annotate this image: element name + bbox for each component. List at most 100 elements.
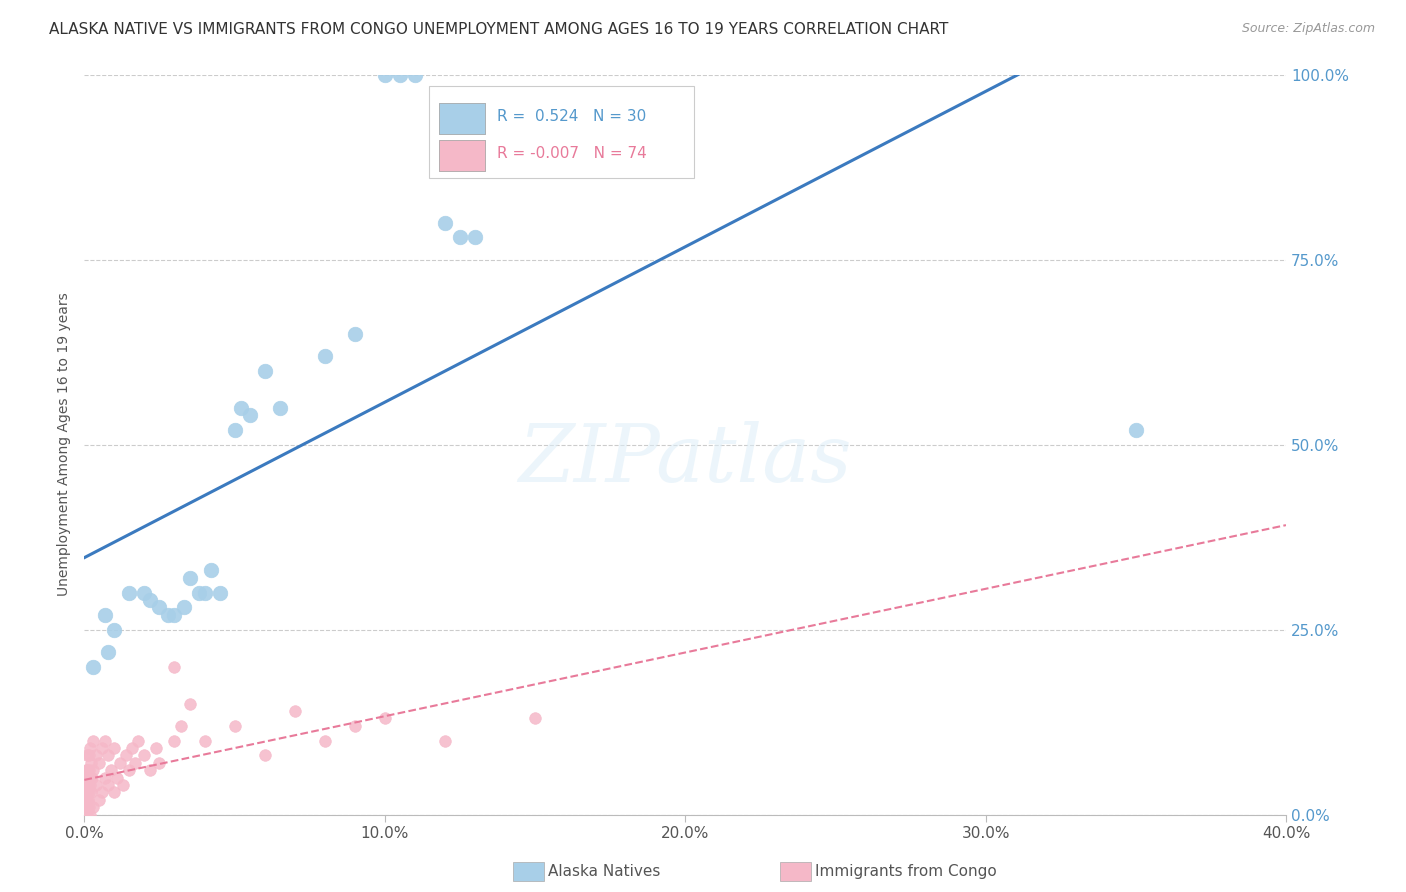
Point — [103, 623, 125, 637]
Point — [343, 326, 366, 341]
Point — [139, 763, 162, 777]
Point — [79, 778, 101, 792]
Point — [200, 563, 222, 577]
Point — [148, 756, 170, 770]
Point — [374, 68, 396, 82]
Point — [82, 763, 104, 777]
Point — [86, 748, 108, 763]
Point — [134, 585, 156, 599]
Point — [284, 704, 307, 718]
Point — [148, 600, 170, 615]
Point — [79, 763, 101, 777]
Point — [163, 733, 186, 747]
Point — [76, 800, 98, 814]
Point — [73, 807, 96, 822]
Point — [80, 771, 103, 785]
Point — [118, 585, 141, 599]
Point — [208, 585, 231, 599]
Point — [523, 711, 546, 725]
Point — [79, 807, 101, 822]
Point — [179, 571, 201, 585]
Point — [433, 215, 456, 229]
Point — [75, 807, 97, 822]
Point — [169, 719, 191, 733]
Point — [76, 793, 98, 807]
Point — [77, 793, 100, 807]
Point — [75, 800, 97, 814]
Point — [103, 740, 125, 755]
Point — [97, 645, 120, 659]
Point — [82, 800, 104, 814]
Point — [97, 778, 120, 792]
Point — [124, 756, 146, 770]
Point — [77, 778, 100, 792]
Point — [75, 800, 97, 814]
Point — [388, 68, 411, 82]
Point — [224, 719, 246, 733]
Point — [75, 785, 97, 799]
Point — [94, 733, 117, 747]
Point — [145, 740, 167, 755]
Point — [115, 748, 138, 763]
Point — [193, 733, 215, 747]
Point — [76, 763, 98, 777]
Point — [76, 763, 98, 777]
Point — [253, 363, 276, 377]
FancyBboxPatch shape — [429, 86, 693, 178]
Text: ALASKA NATIVE VS IMMIGRANTS FROM CONGO UNEMPLOYMENT AMONG AGES 16 TO 19 YEARS CO: ALASKA NATIVE VS IMMIGRANTS FROM CONGO U… — [49, 22, 949, 37]
Point — [79, 740, 101, 755]
Point — [110, 756, 132, 770]
Point — [89, 756, 111, 770]
Point — [75, 778, 97, 792]
Point — [134, 748, 156, 763]
Text: R =  0.524   N = 30: R = 0.524 N = 30 — [496, 109, 645, 124]
Point — [86, 778, 108, 792]
Point — [97, 748, 120, 763]
Point — [82, 733, 104, 747]
Point — [404, 68, 426, 82]
Point — [112, 778, 135, 792]
Point — [1125, 423, 1147, 437]
Point — [80, 785, 103, 799]
Point — [449, 230, 471, 244]
Point — [224, 423, 246, 437]
Point — [179, 697, 201, 711]
Point — [103, 785, 125, 799]
Point — [118, 763, 141, 777]
Point — [193, 585, 215, 599]
Point — [127, 733, 149, 747]
Point — [163, 607, 186, 622]
Point — [77, 771, 100, 785]
Text: Alaska Natives: Alaska Natives — [548, 864, 661, 879]
Point — [157, 607, 180, 622]
Point — [229, 401, 252, 415]
Point — [77, 748, 100, 763]
Point — [314, 733, 336, 747]
Text: Immigrants from Congo: Immigrants from Congo — [815, 864, 997, 879]
Text: R = -0.007   N = 74: R = -0.007 N = 74 — [496, 146, 647, 161]
Point — [464, 230, 486, 244]
Point — [77, 785, 100, 799]
Y-axis label: Unemployment Among Ages 16 to 19 years: Unemployment Among Ages 16 to 19 years — [58, 293, 72, 597]
Point — [433, 733, 456, 747]
Point — [82, 659, 104, 673]
Point — [163, 659, 186, 673]
Point — [76, 807, 98, 822]
FancyBboxPatch shape — [439, 140, 485, 170]
Point — [91, 740, 114, 755]
Point — [80, 756, 103, 770]
Point — [94, 771, 117, 785]
Point — [239, 408, 262, 422]
Point — [76, 785, 98, 799]
Point — [173, 600, 195, 615]
Point — [107, 771, 129, 785]
FancyBboxPatch shape — [439, 103, 485, 134]
Point — [75, 771, 97, 785]
Point — [76, 748, 98, 763]
Point — [187, 585, 209, 599]
Point — [269, 401, 291, 415]
Point — [75, 807, 97, 822]
Point — [100, 763, 122, 777]
Point — [121, 740, 143, 755]
Point — [343, 719, 366, 733]
